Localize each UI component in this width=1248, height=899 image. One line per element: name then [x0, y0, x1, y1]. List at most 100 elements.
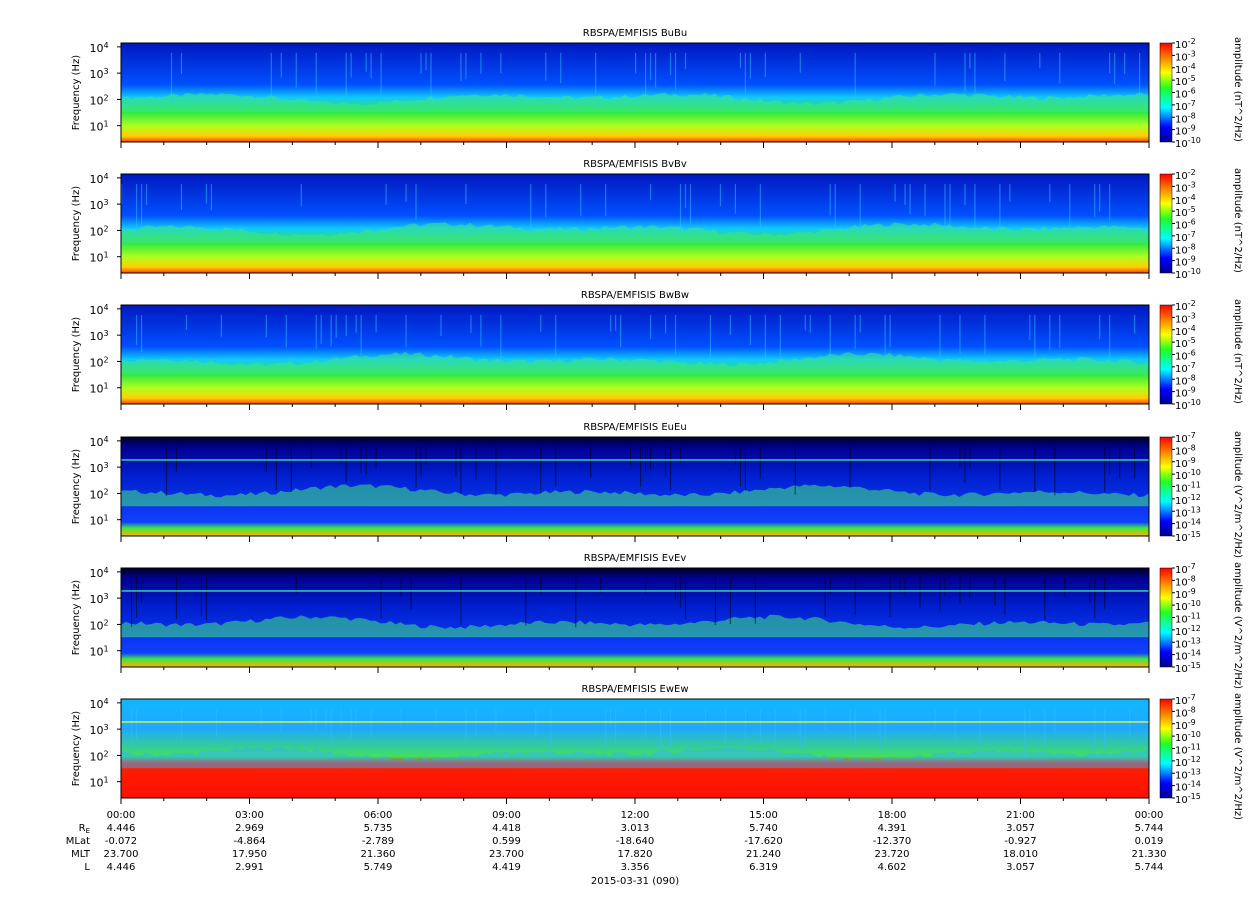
- spectrogram-background: [121, 568, 1149, 667]
- ephemeris-value: 3.057: [1006, 862, 1035, 873]
- spectrogram-streak: [260, 708, 262, 725]
- spectrogram-streak: [679, 446, 682, 463]
- spectrogram-streak: [649, 446, 652, 470]
- spectrogram-streak: [1049, 314, 1051, 350]
- spectrogram-streak: [555, 446, 557, 487]
- colorbar-tick-label-exponent: -9: [1188, 123, 1196, 132]
- colorbar: [1159, 42, 1173, 143]
- colorbar-tick-label-exponent: -8: [1188, 443, 1196, 452]
- y-tick-label-exponent: 2: [103, 487, 108, 496]
- y-tick-label-exponent: 4: [103, 171, 108, 180]
- panel-title: RBSPA/EMFISIS BuBu: [583, 28, 687, 39]
- spectrogram-streak: [889, 314, 891, 348]
- y-tick-label: 103: [89, 198, 108, 213]
- colorbar-tick-label-base: 10: [1175, 652, 1188, 663]
- spectrogram-streak: [654, 52, 657, 88]
- colorbar-tick-label: 10-10: [1175, 599, 1201, 614]
- spectrogram-streak: [684, 52, 687, 69]
- spectrogram-streak: [615, 314, 617, 331]
- spectrogram-streak: [829, 314, 831, 363]
- colorbar-title: amplitude (V^2/m^2/Hz): [1232, 431, 1243, 558]
- spectrogram-emission: [121, 747, 1149, 769]
- y-tick-label-exponent: 1: [103, 513, 108, 522]
- spectrogram-streak: [350, 52, 352, 78]
- spectrogram-streak: [749, 314, 751, 346]
- spectrogram-streak: [440, 314, 442, 337]
- spectrogram-streak: [310, 708, 312, 725]
- y-tick-label: 102: [89, 224, 108, 239]
- spectrogram-streak: [140, 314, 143, 353]
- spectrogram-streak: [370, 708, 372, 737]
- spectrogram-streak: [1099, 183, 1101, 212]
- colorbar-tick-label-base: 10: [1175, 208, 1188, 219]
- ephemeris-value: 21.240: [746, 849, 781, 860]
- spectrogram-streak: [500, 314, 502, 359]
- ephemeris-value: 5.744: [1135, 862, 1164, 873]
- spectrogram-streak: [610, 708, 612, 725]
- spectrogram-streak: [470, 314, 472, 334]
- panel: RBSPA/EMFISIS EvEv Frequency (Hz) amplitud…: [71, 553, 1243, 689]
- colorbar-tick-label-exponent: -11: [1188, 611, 1201, 620]
- ephemeris-value: 21.330: [1132, 849, 1167, 860]
- spectrogram-streak: [894, 183, 896, 202]
- spectrogram-streak: [834, 183, 836, 231]
- spectrogram-streak: [475, 446, 477, 481]
- spectrogram-streak: [924, 183, 926, 217]
- colorbar-tick-label-exponent: -10: [1188, 730, 1201, 739]
- colorbar-tick-label-base: 10: [1175, 65, 1188, 76]
- ephemeris-row-label-text: MLat: [66, 836, 90, 847]
- colorbar-tick-label: 10-8: [1175, 443, 1196, 458]
- spectrogram-streak: [764, 52, 766, 78]
- colorbar-tick-label: 10-10: [1175, 730, 1201, 745]
- spectrogram-streak: [1129, 708, 1131, 738]
- spectrogram-streak: [345, 446, 347, 483]
- colorbar-tick-label-exponent: -3: [1188, 311, 1196, 320]
- spectrogram-streak: [600, 577, 602, 593]
- spectrogram-streak: [385, 183, 387, 205]
- spectrogram-streak: [465, 708, 467, 741]
- colorbar-tick-label-exponent: -8: [1188, 242, 1196, 251]
- y-tick-label-exponent: 3: [103, 592, 108, 601]
- y-tick-label: 101: [89, 250, 108, 265]
- ephemeris-row-label-text: MLT: [71, 849, 91, 860]
- spectrogram-streak: [555, 314, 557, 363]
- y-tick-label-exponent: 4: [103, 696, 108, 705]
- panel: RBSPA/EMFISIS EwEw Frequency (Hz) amplitud…: [71, 684, 1243, 820]
- colorbar-tick-label: 10-10: [1175, 468, 1201, 483]
- y-tick-label: 101: [89, 119, 108, 133]
- spectrogram-streak: [709, 314, 712, 357]
- spectrogram-streak: [405, 183, 407, 202]
- colorbar-tick-label-base: 10: [1175, 758, 1188, 769]
- spectrogram-streak: [1124, 52, 1126, 74]
- colorbar-tick-label-base: 10: [1175, 183, 1188, 194]
- spectrogram-streak: [889, 577, 891, 618]
- spectrogram-streak: [1029, 708, 1031, 728]
- colorbar-tick-label-exponent: -10: [1188, 136, 1201, 145]
- spectrogram-streak: [530, 183, 532, 231]
- spectrogram-streak: [679, 577, 682, 609]
- spectrogram-streak: [979, 708, 981, 755]
- ephemeris-value: 4.419: [492, 862, 521, 873]
- ephemeris-value: 6.319: [749, 862, 778, 873]
- spectrogram-streak: [1099, 314, 1101, 340]
- colorbar-tick-label: 10-7: [1175, 431, 1196, 446]
- spectrogram-streak: [974, 52, 976, 93]
- colorbar-tick-label-base: 10: [1175, 496, 1188, 507]
- colorbar-tick-label-base: 10: [1175, 376, 1188, 387]
- colorbar-tick-label: 10-10: [1175, 136, 1201, 151]
- ephemeris-value: 2.969: [235, 823, 264, 834]
- colorbar-tick-label-base: 10: [1175, 401, 1188, 412]
- y-tick-label: 104: [89, 565, 108, 580]
- spectrogram-streak: [295, 52, 297, 88]
- spectrogram-streak: [135, 577, 138, 618]
- y-tick-label-base: 10: [89, 304, 103, 317]
- spectrogram-streak: [734, 183, 737, 214]
- spectrogram-streak: [380, 577, 382, 619]
- spectrogram-emission: [121, 92, 1149, 113]
- colorbar-tick-label-base: 10: [1175, 627, 1188, 638]
- spectrogram-streak: [829, 577, 831, 594]
- spectrogram-streak: [300, 183, 302, 207]
- y-tick-label: 102: [89, 487, 108, 502]
- colorbar-tick-label: 10-8: [1175, 242, 1196, 257]
